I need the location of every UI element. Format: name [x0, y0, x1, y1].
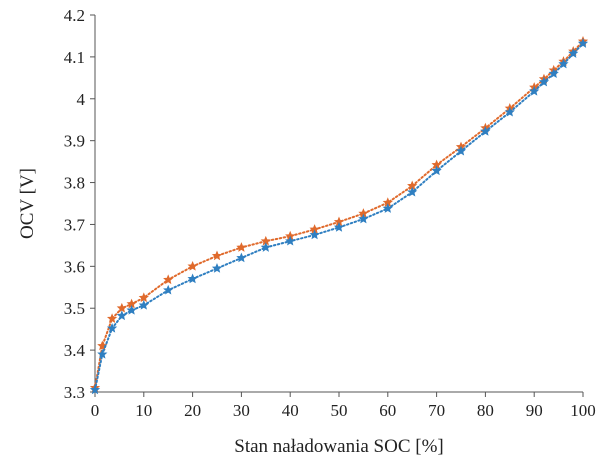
series-2-point: [382, 203, 393, 213]
series-1: [89, 36, 589, 393]
x-tick-label: 20: [184, 401, 201, 420]
series-2-point: [126, 304, 137, 315]
series-1-line: [94, 40, 584, 389]
y-tick-label: 3.8: [64, 174, 85, 193]
series-1-point: [236, 242, 247, 252]
x-tick-label: 30: [233, 401, 250, 420]
series-2-point: [431, 165, 442, 176]
x-tick-label: 100: [570, 401, 596, 420]
series-2-point: [548, 68, 559, 79]
y-tick-label: 3.6: [64, 257, 85, 276]
series-1-point: [211, 250, 223, 261]
series-2-point: [309, 229, 320, 240]
series-2-point: [407, 186, 418, 197]
y-tick-label: 4.2: [64, 6, 85, 25]
series-2-point: [455, 145, 467, 156]
ticks: 3.3 3.4 3.5 3.6 3.7 3.8 3.9 4 4.1 4.2 0 10 20 30 40 50 6…: [64, 6, 596, 420]
y-tick-label: 3.7: [64, 215, 86, 234]
series-2-point: [480, 126, 491, 136]
series-2-point: [89, 384, 101, 395]
x-tick-label: 80: [477, 401, 494, 420]
y-tick-label: 3.3: [64, 383, 85, 402]
y-tick-label: 3.5: [64, 299, 85, 318]
series-2-point: [211, 263, 223, 273]
series-2-point: [97, 348, 108, 359]
y-tick-label: 4: [77, 90, 86, 109]
series-2-point: [538, 76, 550, 87]
x-tick-label: 60: [379, 401, 396, 420]
series-2-point: [116, 310, 127, 321]
series-layer: [89, 36, 589, 395]
series-2-point: [285, 235, 296, 246]
series-2-point: [106, 322, 118, 333]
x-tick-label: 50: [331, 401, 348, 420]
x-tick-label: 40: [282, 401, 299, 420]
x-tick-label: 70: [428, 401, 445, 420]
series-2-point: [260, 242, 271, 252]
series-2-point: [577, 38, 589, 48]
x-tick-label: 0: [91, 401, 100, 420]
series-2-point: [558, 58, 569, 69]
series-2-point: [138, 299, 149, 310]
series-2-point: [333, 222, 345, 232]
y-tick-label: 4.1: [64, 48, 85, 67]
x-axis-title: Stan naładowania SOC [%]: [234, 436, 443, 457]
series-2-point: [236, 252, 247, 263]
series-2-point: [187, 273, 198, 284]
series-1-point: [106, 313, 118, 324]
series-2-point: [529, 85, 540, 96]
y-tick-label: 3.4: [64, 341, 86, 360]
x-tick-label: 90: [526, 401, 543, 420]
series-2-point: [358, 213, 369, 224]
y-axis-title: OCV [V]: [17, 168, 38, 239]
series-2-point: [568, 48, 579, 58]
series-1-point: [116, 302, 127, 313]
axes: [94, 15, 583, 393]
series-1-point: [187, 260, 198, 271]
series-1-point: [163, 274, 174, 285]
series-2-point: [163, 284, 174, 295]
x-tick-label: 10: [135, 401, 152, 420]
series-2-point: [504, 106, 515, 117]
series-1-point: [138, 292, 149, 303]
y-tick-label: 3.9: [64, 132, 85, 151]
series-2: [89, 38, 589, 395]
